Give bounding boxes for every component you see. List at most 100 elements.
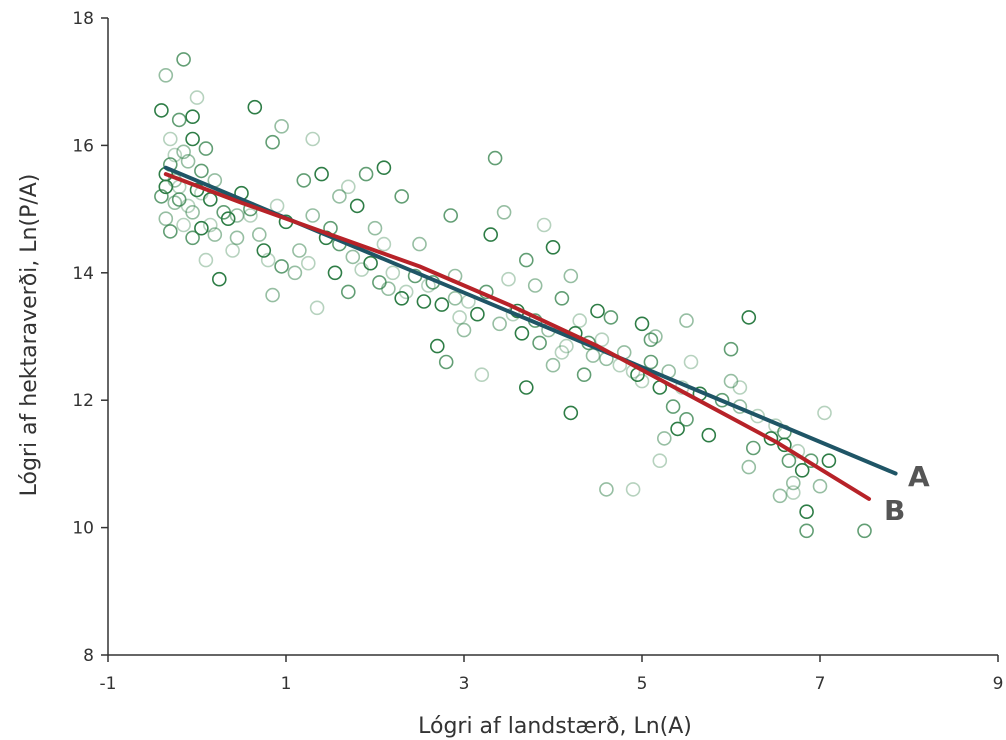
scatter-point (171, 112, 187, 128)
scatter-point (314, 166, 329, 182)
scatter-point (857, 523, 872, 539)
y-tick-label: 8 (83, 646, 94, 666)
scatter-point (194, 220, 209, 236)
scatter-point (545, 240, 561, 255)
scatter-point (429, 338, 445, 354)
tick-labels: 8 10 12 14 16 18 -1 1 3 5 7 9 (72, 9, 1003, 694)
scatter-point (536, 217, 552, 233)
scatter-point (821, 453, 837, 469)
x-tick-label: -1 (100, 674, 117, 694)
scatter-point (305, 208, 321, 223)
scatter-point (563, 405, 579, 421)
scatter-point (340, 284, 356, 300)
scatter-point (167, 147, 183, 163)
scatter-point (251, 227, 267, 242)
y-tick-label: 14 (72, 264, 94, 284)
scatter-point (385, 265, 401, 281)
scatter-point (198, 141, 214, 156)
scatter-point (327, 265, 343, 281)
scatter-point (447, 290, 463, 306)
scatter-point (274, 259, 289, 274)
scatter-point (501, 271, 516, 287)
scatter-point (545, 357, 561, 373)
scatter-point (207, 227, 223, 242)
scatter-point (679, 411, 694, 427)
x-tick-label: 7 (815, 674, 826, 694)
scatter-point (229, 230, 245, 246)
scatter-point (332, 189, 347, 204)
scatter-point (763, 431, 779, 446)
trend-line-B (163, 172, 871, 501)
scatter-point (412, 236, 427, 252)
x-axis-label: Lógri af landstærð, Ln(A) (418, 714, 692, 739)
scatter-point (363, 255, 378, 271)
scatter-point (741, 459, 757, 475)
scatter-point (745, 440, 761, 456)
scatter-point (648, 329, 663, 344)
scatter-point (256, 243, 272, 258)
scatter-point (812, 478, 828, 494)
scatter-point (438, 354, 454, 370)
scatter-point (781, 453, 797, 469)
scatter-point (572, 313, 588, 328)
scatter-point (229, 208, 245, 223)
scatter-point (456, 322, 472, 338)
scatter-point (634, 316, 650, 332)
scatter-point (367, 220, 383, 236)
scatter-point (643, 332, 659, 348)
y-tick-label: 12 (72, 391, 94, 411)
scatter-point (381, 281, 396, 297)
y-tick-label: 16 (72, 136, 94, 156)
scatter-point (194, 163, 209, 179)
scatter-point (305, 131, 321, 147)
scatter-point (785, 485, 801, 500)
scatter-point (785, 475, 801, 491)
scatter-point (260, 252, 276, 268)
y-tick-label: 18 (72, 9, 94, 29)
y-tick-label: 10 (72, 519, 94, 539)
scatter-point (203, 192, 218, 207)
scatter-point (189, 90, 205, 105)
scatter-point (563, 268, 579, 284)
scatter-point (300, 255, 316, 271)
scatter-point (265, 134, 280, 150)
scatter-point (723, 341, 739, 357)
scatter-point (817, 405, 832, 421)
scatter-point (643, 354, 659, 370)
scatter-point (198, 252, 214, 268)
scatter-point (483, 227, 499, 242)
line-label-A: A (908, 460, 930, 493)
scatter-point (185, 131, 200, 147)
scatter-point (416, 294, 432, 309)
y-axis-label: Lógri af hektaraverði, Ln(P/A) (17, 174, 42, 497)
scatter-point (452, 310, 467, 325)
scatter-point (354, 262, 370, 277)
scatter-point (554, 290, 570, 306)
scatter-point (603, 310, 619, 325)
scatter-points (154, 52, 872, 539)
scatter-point (496, 205, 512, 220)
scatter-point (349, 198, 365, 214)
scatter-point (799, 523, 814, 539)
scatter-point (243, 208, 258, 223)
scatter-point (527, 278, 543, 293)
x-tick-label: 9 (993, 674, 1004, 694)
scatter-point (220, 211, 236, 226)
x-tick-label: 1 (281, 674, 292, 694)
scatter-point (309, 300, 325, 316)
scatter-point (794, 462, 810, 478)
scatter-point (247, 99, 263, 115)
scatter-point (732, 380, 748, 395)
scatter-point (158, 68, 174, 83)
scatter-point (576, 367, 592, 383)
scatter-point (554, 345, 570, 360)
scatter-point (176, 144, 191, 160)
scatter-point (225, 243, 240, 258)
scatter-point (741, 310, 757, 325)
scatter-point (376, 160, 392, 175)
scatter-point (185, 109, 200, 124)
scatter-point (514, 325, 530, 341)
scatter-point (434, 297, 450, 312)
scatter-point (683, 354, 699, 370)
